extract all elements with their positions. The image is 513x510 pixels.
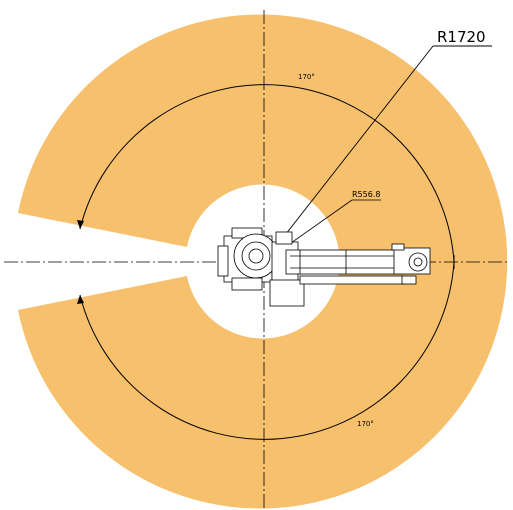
inner-radius-label: R556.8 — [352, 190, 380, 199]
angle-label-lower: 170° — [357, 420, 374, 428]
arrowhead-upper — [77, 220, 84, 229]
arrowhead-lower — [77, 295, 84, 304]
outer-radius-label: R1720 — [437, 28, 486, 46]
angle-label-upper: 170° — [298, 73, 315, 81]
angle-arc-upper — [79, 84, 455, 263]
work-area-annulus — [18, 14, 508, 509]
robot-top-view — [217, 227, 431, 307]
outer-radius-leader — [263, 45, 434, 263]
angle-arc-lower — [79, 261, 455, 440]
